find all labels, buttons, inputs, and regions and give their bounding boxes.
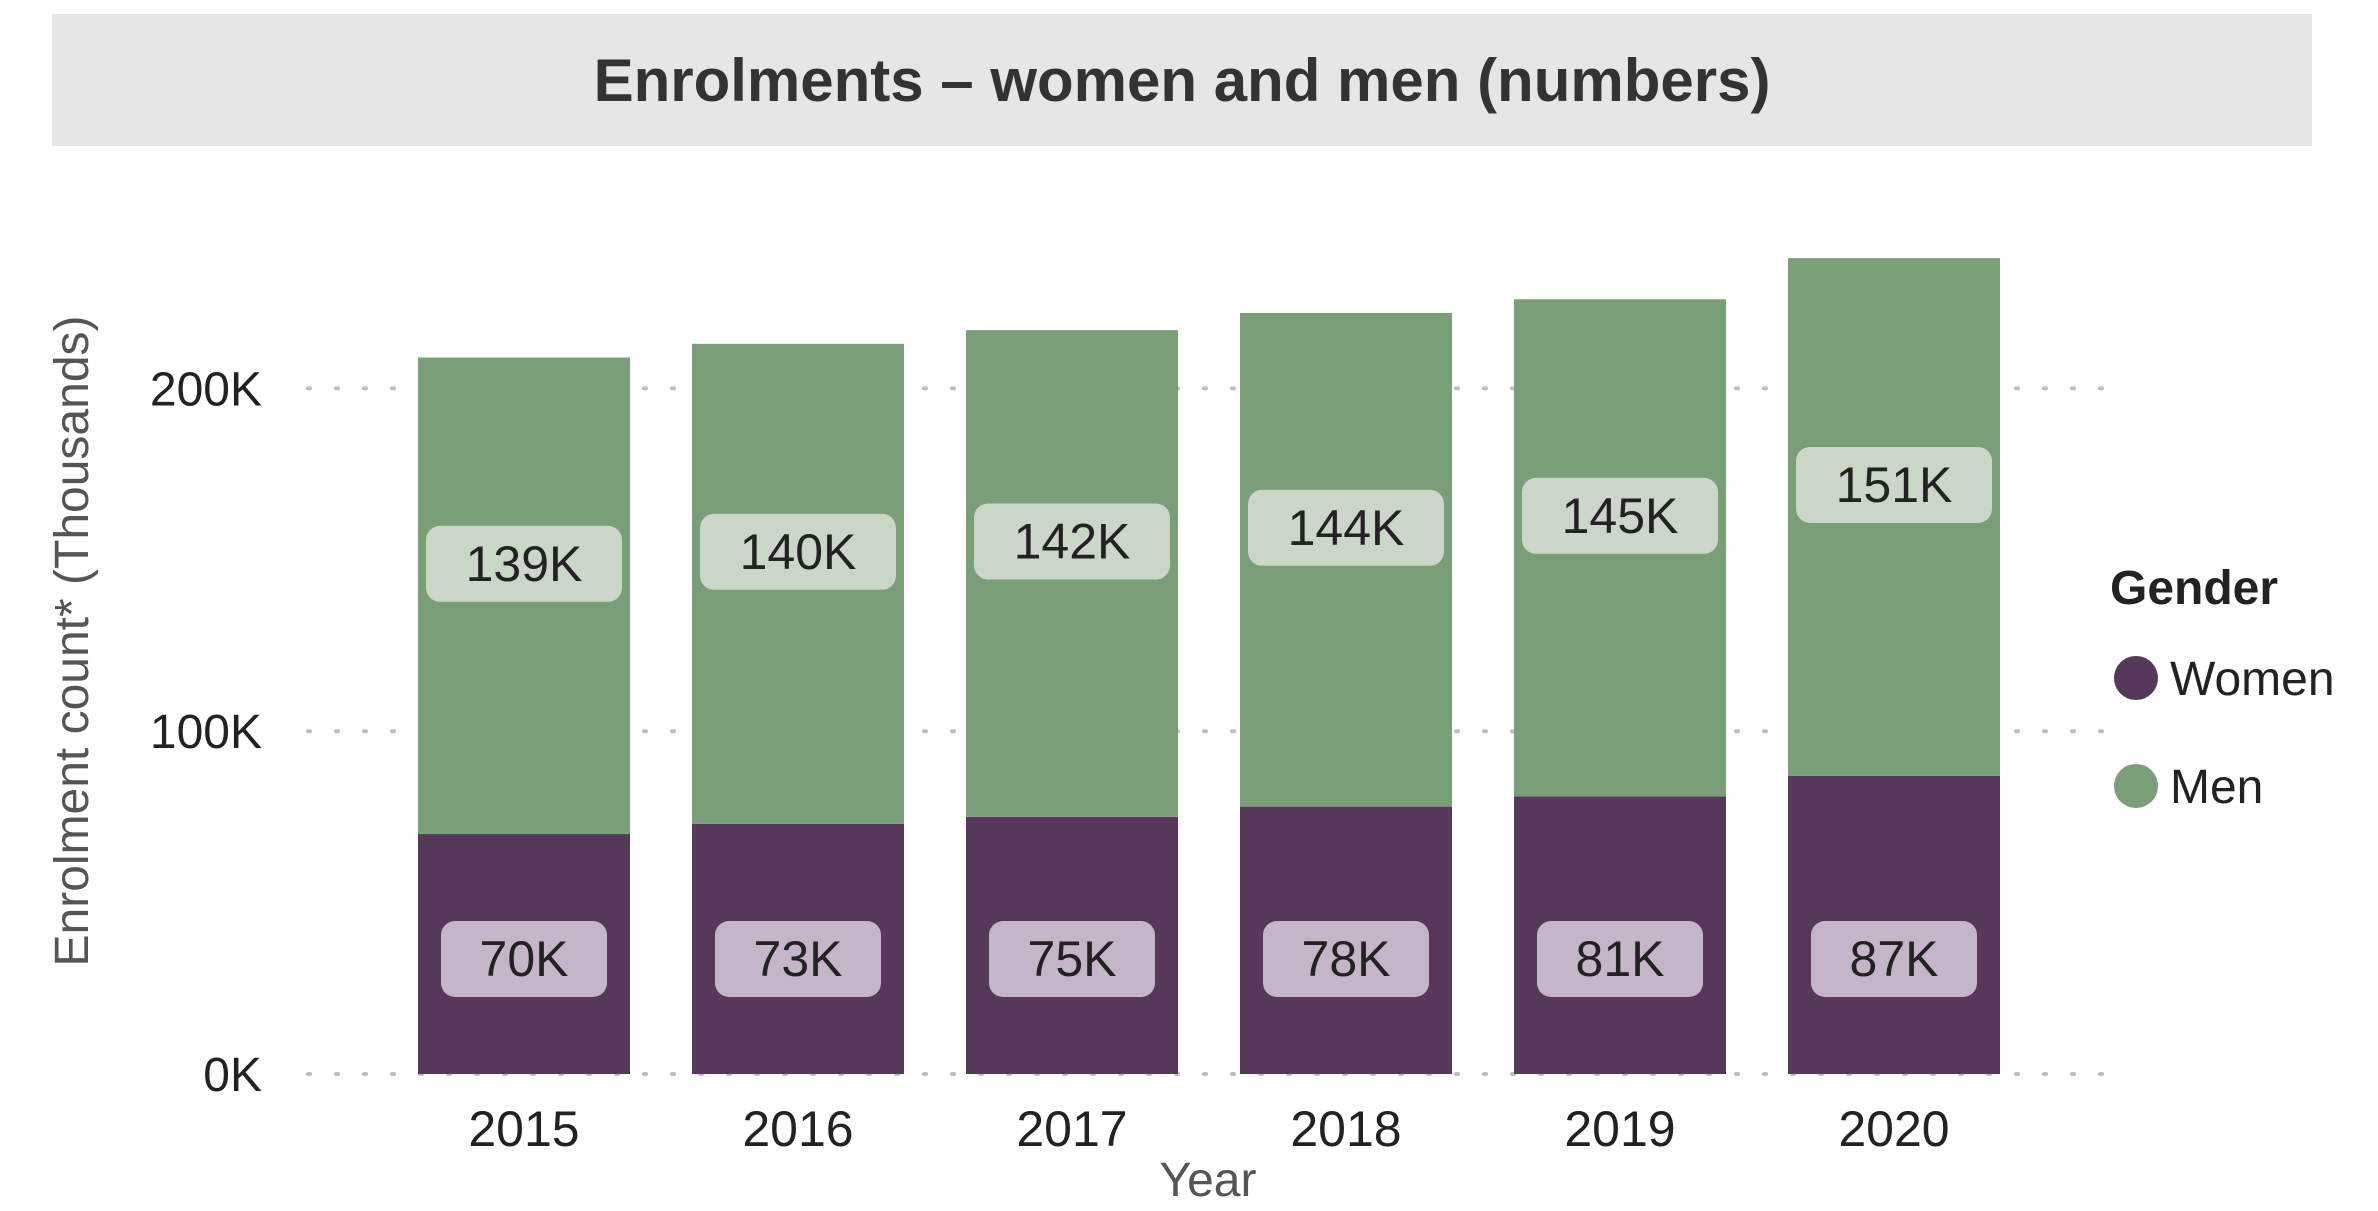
x-tick-label: 2015 [468, 1101, 579, 1157]
data-label-bg [1522, 477, 1718, 554]
data-label-bg [441, 921, 607, 997]
data-label-bg [715, 921, 881, 997]
data-label: 151K [1836, 457, 1953, 513]
x-tick-label: 2018 [1290, 1101, 1401, 1157]
data-label-bg [1811, 921, 1977, 997]
legend-marker-women [2114, 656, 2158, 700]
data-label: 75K [1028, 931, 1117, 987]
y-tick-label: 0K [203, 1049, 262, 1102]
legend-label-men: Men [2170, 761, 2263, 814]
data-label-bg [700, 513, 896, 590]
data-label: 142K [1014, 514, 1131, 570]
x-tick-label: 2019 [1564, 1101, 1675, 1157]
data-label: 140K [740, 524, 857, 580]
data-label: 78K [1302, 931, 1391, 987]
data-label: 145K [1562, 488, 1679, 544]
y-tick-label: 100K [150, 706, 262, 759]
chart-title-bar: Enrolments – women and men (numbers) [52, 14, 2312, 146]
data-label-bg [1263, 921, 1429, 997]
data-labels: 70K 139K 73K 140K 75K 142K 78K 144K 81K 145K 87K 15… [426, 446, 1992, 997]
data-label-bg [1248, 489, 1444, 566]
data-label-bg [1796, 446, 1992, 523]
gridlines [306, 386, 2110, 1076]
chart-title: Enrolments – women and men (numbers) [593, 46, 1771, 114]
x-tick-label: 2017 [1016, 1101, 1127, 1157]
x-tick-label: 2016 [742, 1101, 853, 1157]
data-label: 70K [480, 931, 569, 987]
data-label: 87K [1850, 931, 1939, 987]
legend-title: Gender [2110, 562, 2278, 615]
legend-marker-men [2114, 764, 2158, 808]
axes: Year Enrolment count* (Thousands) 0K 100K… [46, 316, 1950, 1208]
legend-label-women: Women [2170, 653, 2335, 706]
x-tick-label: 2020 [1838, 1101, 1949, 1157]
data-label: 144K [1288, 500, 1405, 556]
data-label-bg [426, 525, 622, 602]
bars [418, 258, 2000, 1074]
data-label: 81K [1576, 931, 1665, 987]
data-label: 139K [466, 536, 583, 592]
y-axis-title: Enrolment count* (Thousands) [46, 316, 99, 967]
data-label-bg [989, 921, 1155, 997]
data-label-bg [974, 503, 1170, 580]
data-label: 73K [754, 931, 843, 987]
x-axis-title: Year [1160, 1154, 1257, 1207]
data-label-bg [1537, 921, 1703, 997]
y-tick-label: 200K [150, 363, 262, 416]
legend: Gender Women Men [2110, 562, 2335, 814]
